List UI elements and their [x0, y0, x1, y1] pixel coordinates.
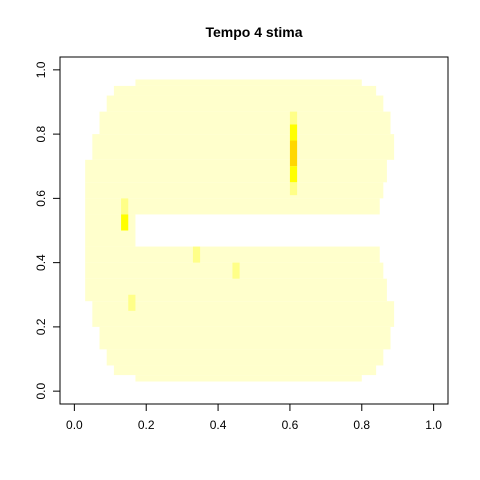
heatmap-hotspot-3: [289, 166, 298, 183]
heatmap-cell-row-1: [113, 85, 377, 96]
heatmap-cell-row-4: [92, 134, 395, 160]
heatmap-cell-row-11: [85, 278, 387, 302]
heatmap-hotspot-9: [128, 294, 136, 311]
heatmap-hotspot-7: [192, 246, 201, 263]
heatmap-hotspot-0: [289, 111, 298, 125]
y-tick-label: 0.2: [34, 318, 48, 335]
heatmap-cell-row-9: [85, 246, 380, 263]
heatmap-cell-row-5: [85, 159, 387, 183]
y-tick-label: 0.0: [34, 382, 48, 399]
heatmap-cell-row-12: [92, 301, 395, 327]
heatmap-cell-row-3: [99, 111, 391, 135]
heatmap-cell-row-2: [106, 95, 384, 112]
heatmap-hotspot-4: [289, 182, 298, 196]
heatmap-cell-row-6: [85, 182, 384, 199]
heatmap-hotspot-2: [289, 140, 298, 167]
x-tick-label: 1.0: [425, 418, 442, 432]
heatmap-cell-row-14: [106, 349, 384, 366]
heatmap-hotspot-1: [289, 124, 298, 141]
x-tick-label: 0.0: [66, 418, 83, 432]
x-axis: 0.0 0.2 0.4 0.6 0.8 1.0: [66, 403, 442, 432]
x-tick-label: 0.4: [210, 418, 227, 432]
y-tick-label: 0.4: [34, 254, 48, 271]
heatmap-cell-row-15: [113, 365, 377, 376]
heatmap-cells: [85, 79, 395, 382]
heatmap-cell-row-16: [135, 375, 362, 382]
y-axis: 0.0 0.2 0.4 0.6 0.8 1.0: [34, 61, 61, 399]
heatmap-cell-row-13: [99, 326, 391, 350]
heatmap-hotspot-6: [121, 214, 129, 231]
y-tick-label: 1.0: [34, 61, 48, 78]
chart-title: Tempo 4 stima: [206, 24, 303, 40]
heatmap-cell-row-7: [85, 198, 380, 215]
x-tick-label: 0.6: [282, 418, 299, 432]
x-tick-label: 0.2: [138, 418, 155, 432]
y-tick-label: 0.6: [34, 190, 48, 207]
y-tick-label: 0.8: [34, 125, 48, 142]
heatmap-hotspot-8: [232, 262, 240, 279]
heatmap-cell-row-0: [135, 79, 362, 86]
heatmap-hotspot-5: [121, 198, 129, 215]
heatmap-hotspots: [121, 111, 298, 311]
x-tick-label: 0.8: [353, 418, 370, 432]
